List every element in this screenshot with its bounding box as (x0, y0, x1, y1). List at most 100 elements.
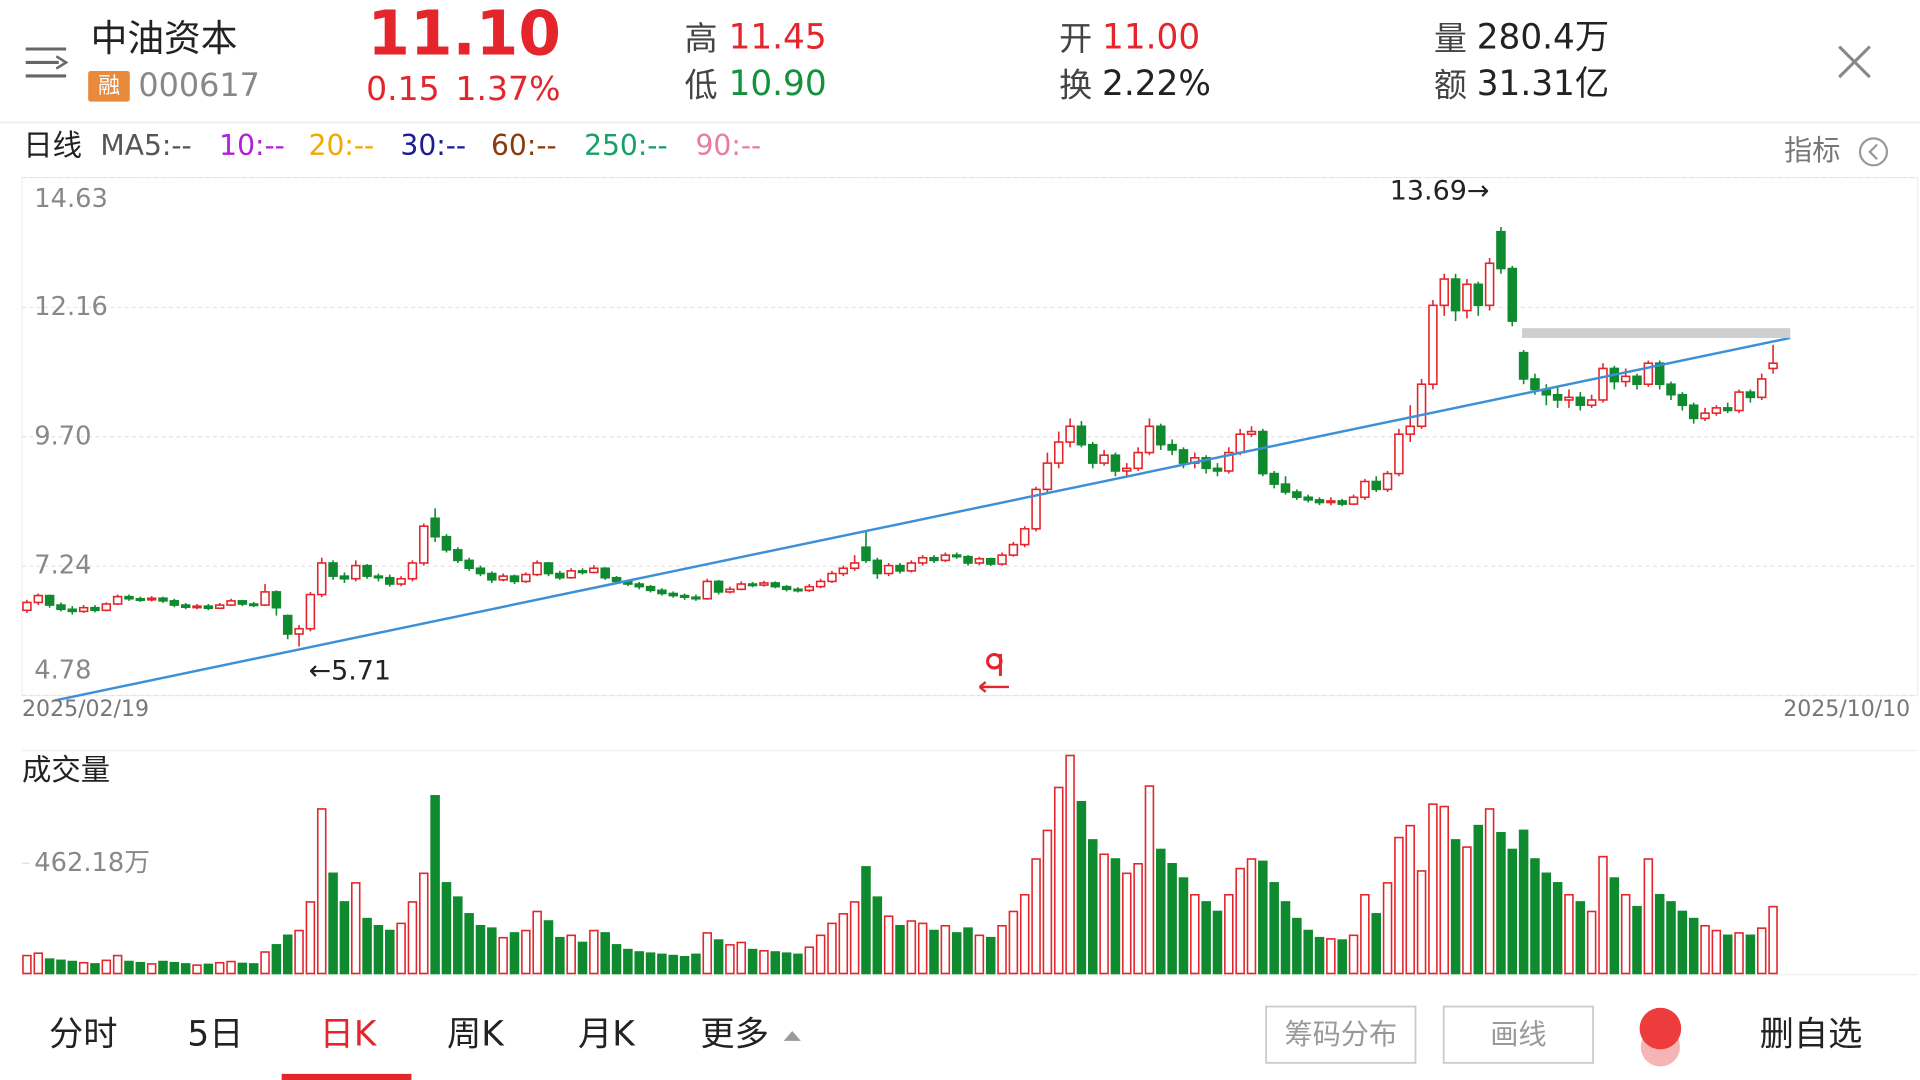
volume-bar (22, 954, 32, 975)
tab[interactable]: 月K (578, 1014, 636, 1054)
volume-bar (1280, 901, 1291, 975)
volume-bar (1484, 808, 1495, 975)
tab[interactable]: 更多 (700, 1014, 769, 1054)
candle-body (1360, 480, 1370, 499)
volume-bar (1586, 910, 1597, 975)
volume-bar (169, 961, 180, 975)
volume-bar (1598, 855, 1608, 975)
candle-body (1258, 430, 1268, 475)
volume-bar (600, 932, 610, 975)
button-frame[interactable] (1442, 1005, 1594, 1064)
action[interactable]: 删自选 (1760, 1014, 1863, 1054)
candle-body (611, 576, 622, 583)
volume-bar (940, 924, 951, 975)
stat-label: 换 (1059, 65, 1092, 104)
marker-arrow (978, 681, 1009, 693)
menu-icon[interactable] (25, 47, 69, 78)
volume-bar (929, 929, 939, 975)
volume-bar (589, 929, 599, 975)
candle-body (895, 564, 905, 572)
candle-body (691, 596, 701, 600)
volume-bar (804, 946, 815, 975)
candle-body (441, 535, 452, 551)
trend-line (54, 336, 1791, 702)
volume-bar (1564, 893, 1574, 975)
candle-body (203, 605, 214, 610)
volume-bar (328, 872, 338, 975)
candle-body (1144, 425, 1155, 454)
indicator-icon (1858, 137, 1889, 167)
record-button[interactable] (1639, 1007, 1682, 1050)
volume-bar (90, 963, 100, 975)
volume-bar (487, 927, 497, 975)
volume-bar (56, 959, 66, 975)
more-caret (783, 1031, 801, 1041)
candle-body (1688, 404, 1699, 420)
candle-body (725, 588, 735, 593)
ma-legend: 250:-- (584, 129, 668, 162)
candle-body (282, 614, 293, 635)
candle-body (929, 556, 939, 562)
volume-bar (112, 954, 123, 975)
candle-body (90, 606, 100, 612)
volume-bar (1144, 785, 1155, 975)
candle-body (124, 595, 134, 600)
button-frame[interactable] (1265, 1005, 1417, 1064)
volume-bar (1326, 938, 1336, 975)
candle-body (645, 585, 656, 592)
candle-body (271, 591, 282, 609)
stat-value: 2.22% (1102, 64, 1211, 104)
volume-bar (124, 960, 134, 975)
volume-bar (668, 954, 678, 975)
volume-bar (385, 929, 395, 975)
candle-body (396, 577, 406, 585)
volume-bar (33, 952, 44, 975)
volume-bar (951, 932, 962, 975)
candle-body (577, 570, 588, 574)
candle-body (498, 575, 508, 581)
indicator-button[interactable]: 指标 (1784, 134, 1889, 167)
candle-body (1133, 451, 1143, 470)
volume-bar (1552, 882, 1563, 975)
change: 0.15 (366, 69, 440, 108)
candle-body (112, 595, 123, 605)
candle-body (804, 585, 815, 592)
tab-active[interactable]: 日K (320, 1014, 378, 1054)
candle-body (1167, 443, 1177, 451)
candle-body (1224, 451, 1234, 472)
volume-bar (158, 960, 168, 975)
candle-body (487, 572, 497, 581)
volume-bar (101, 959, 112, 975)
volume-bar (1518, 829, 1529, 975)
volume-bar (1768, 905, 1778, 975)
volume-bar (1269, 882, 1279, 975)
candle-body (781, 585, 792, 591)
volume-bar (498, 936, 508, 975)
candle-body (1382, 472, 1393, 491)
volume-bar (895, 924, 905, 975)
volume-bar (815, 934, 826, 975)
candle-body (180, 604, 191, 608)
close-button[interactable] (1838, 45, 1871, 79)
volume-bar (1575, 901, 1586, 975)
button[interactable]: 筹码分布 (1284, 1018, 1397, 1051)
volume-bar (248, 963, 259, 975)
button[interactable]: 画线 (1490, 1018, 1546, 1051)
candle-body (1643, 362, 1654, 386)
volume-bar (1711, 929, 1722, 975)
volume-bar (1654, 893, 1665, 975)
volume-bar (555, 936, 565, 975)
tab[interactable]: 5日 (187, 1014, 243, 1054)
volume-bar (475, 924, 486, 975)
volume-bar (1042, 829, 1053, 975)
volume-bar (1507, 848, 1518, 975)
tab[interactable]: 分时 (49, 1014, 118, 1054)
ma-legend: 60:-- (491, 129, 557, 162)
candle-body (872, 559, 883, 575)
volume-bar (214, 961, 225, 975)
candle-body (362, 564, 372, 577)
low-annotation: ←5.71 (309, 656, 392, 687)
tab[interactable]: 周K (447, 1014, 505, 1054)
volume-bar (1371, 913, 1381, 975)
candle-body (1734, 391, 1744, 412)
